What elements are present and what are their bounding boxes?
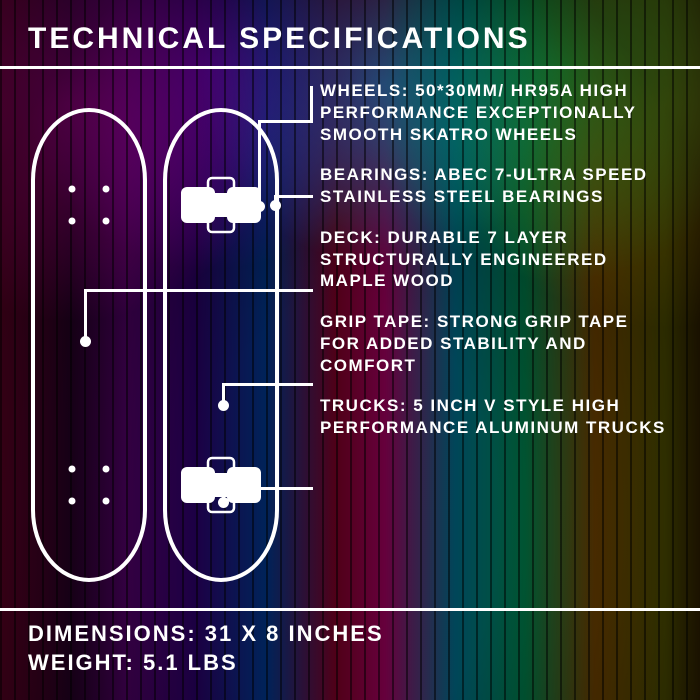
callout-line [310,86,313,123]
divider-top [0,66,700,69]
skateboard-diagram [28,105,288,595]
page-title: TECHNICAL SPECIFICATIONS [28,22,672,56]
callout-line [258,120,313,123]
callout-line [84,289,313,292]
footer-specs: DIMENSIONS: 31 X 8 INCHES WEIGHT: 5.1 LB… [28,619,384,678]
spec-trucks: TRUCKS: 5 INCH V STYLE HIGH PERFORMANCE … [320,395,670,439]
spec-list: WHEELS: 50*30MM/ HR95A HIGH PERFORMANCE … [320,80,670,458]
content-area: TECHNICAL SPECIFICATIONS [0,0,700,700]
footer-dimensions: DIMENSIONS: 31 X 8 INCHES [28,619,384,649]
callout-line [84,289,87,341]
callout-line [222,487,313,490]
spec-wheels: WHEELS: 50*30MM/ HR95A HIGH PERFORMANCE … [320,80,670,145]
callout-line [222,383,313,386]
callout-line [222,383,225,405]
spec-bearings: BEARINGS: ABEC 7-ULTRA SPEED STAINLESS S… [320,164,670,208]
spec-deck: DECK: DURABLE 7 LAYER STRUCTURALLY ENGIN… [320,227,670,292]
divider-bottom [0,608,700,611]
callout-line [258,120,261,206]
spec-griptape: GRIP TAPE: STRONG GRIP TAPE FOR ADDED ST… [320,311,670,376]
callout-line [274,195,313,198]
footer-weight: WEIGHT: 5.1 LBS [28,648,384,678]
